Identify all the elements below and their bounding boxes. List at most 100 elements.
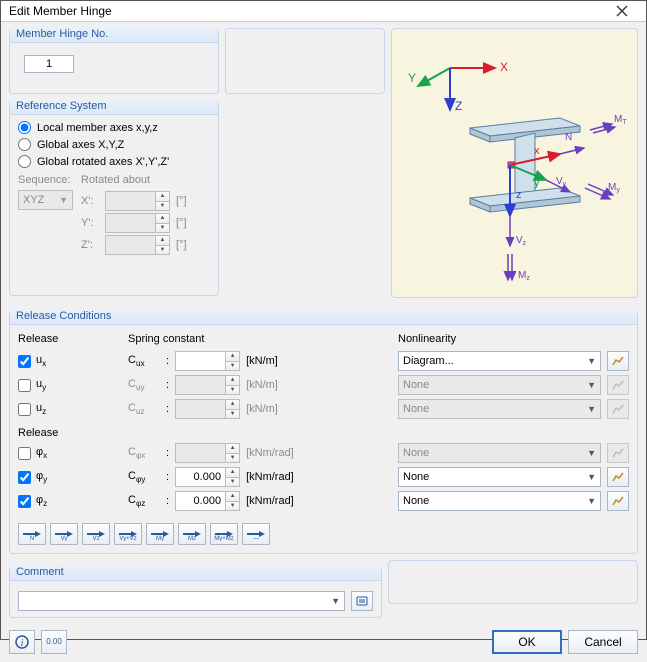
units-icon: 0.00 [46, 638, 62, 646]
template-button-2[interactable]: Vz [82, 523, 110, 545]
template-button-0[interactable]: N [18, 523, 46, 545]
svg-text:Vz: Vz [516, 235, 527, 247]
reference-system-legend: Reference System [10, 99, 218, 115]
graph-icon [612, 448, 624, 458]
hdr-spring: Spring constant [128, 333, 398, 345]
release-check-uz[interactable] [18, 403, 31, 416]
template-button-1[interactable]: Vy [50, 523, 78, 545]
spring-label-ux: Cux [128, 354, 160, 368]
release-check-phix[interactable] [18, 447, 31, 460]
help-button[interactable]: i [9, 630, 35, 654]
release-check-ux[interactable] [18, 355, 31, 368]
spring-unit-phiz: [kNm/rad] [246, 495, 294, 507]
release-label-uz: uz [36, 402, 46, 416]
svg-text:Mz: Mz [518, 270, 530, 282]
comment-input[interactable]: ▼ [18, 591, 345, 611]
rotated-angle-spinner: ▲▼ [105, 235, 170, 255]
template-button-6[interactable]: My+Mz [210, 523, 238, 545]
reference-system-group: Reference System Local member axes x,y,z… [9, 100, 219, 296]
release-check-uy[interactable] [18, 379, 31, 392]
spring-label-uy: Cuy [128, 378, 160, 392]
nonlinearity-edit-button-uz [607, 399, 629, 419]
rotated-unit: [°] [176, 217, 187, 229]
rotated-rows: X':▲▼[°]Y':▲▼[°]Z':▲▼[°] [81, 190, 187, 256]
rotated-row-0: X':▲▼[°] [81, 190, 187, 212]
rotated-unit: [°] [176, 239, 187, 251]
release-row-uz: uzCuz:▲▼[kN/m]None▼ [18, 397, 629, 421]
graph-icon [612, 356, 624, 366]
nonlinearity-select-uz: None▼ [398, 399, 601, 419]
description-box [225, 28, 385, 94]
svg-text:My: My [608, 182, 620, 194]
release-row-uy: uyCuy:▲▼[kN/m]None▼ [18, 373, 629, 397]
rotated-axis-label: Y': [81, 217, 99, 229]
comment-legend: Comment [10, 565, 381, 581]
ok-button[interactable]: OK [492, 630, 562, 654]
radio-rotated[interactable] [18, 155, 31, 168]
spring-spinner-phiz[interactable]: ▲▼ [175, 491, 240, 511]
release-label-ux: ux [36, 354, 46, 368]
spring-spinner-ux[interactable]: ▲▼ [175, 351, 240, 371]
hdr-nonlinearity: Nonlinearity [398, 333, 629, 345]
nonlinearity-select-uy: None▼ [398, 375, 601, 395]
release-conditions-header: Release Spring constant Nonlinearity [18, 333, 629, 345]
spring-spinner-phiy[interactable]: ▲▼ [175, 467, 240, 487]
hdr-release-2: Release [18, 427, 629, 439]
rotated-angle-spinner: ▲▼ [105, 213, 170, 233]
release-conditions-legend: Release Conditions [10, 309, 637, 325]
rotated-angle-spinner: ▲▼ [105, 191, 170, 211]
release-check-phiy[interactable] [18, 471, 31, 484]
template-icon: My+Mz [213, 527, 235, 541]
radio-local[interactable] [18, 121, 31, 134]
spring-label-phiy: Cφy [128, 470, 160, 484]
nonlinearity-select-phiy[interactable]: None▼ [398, 467, 601, 487]
nonlinearity-edit-button-phiy[interactable] [607, 467, 629, 487]
graph-icon [612, 380, 624, 390]
svg-text:—: — [253, 536, 259, 541]
template-button-7[interactable]: — [242, 523, 270, 545]
radio-global[interactable] [18, 138, 31, 151]
graph-icon [612, 496, 624, 506]
nonlinearity-select-phiz[interactable]: None▼ [398, 491, 601, 511]
release-conditions-group: Release Conditions Release Spring consta… [9, 310, 638, 554]
template-buttons-row: N Vy Vz Vy+Vz My Mz My+Mz — [18, 523, 629, 545]
comment-pick-icon [356, 595, 368, 607]
member-hinge-no-input[interactable] [24, 55, 74, 73]
comment-pick-button[interactable] [351, 591, 373, 611]
spring-spinner-phix: ▲▼ [175, 443, 240, 463]
template-button-4[interactable]: My [146, 523, 174, 545]
template-button-5[interactable]: Mz [178, 523, 206, 545]
content-area: Member Hinge No. Reference System Local … [1, 22, 646, 662]
template-button-3[interactable]: Vy+Vz [114, 523, 142, 545]
template-icon: Vz [85, 527, 107, 541]
release-label-uy: uy [36, 378, 46, 392]
window-title: Edit Member Hinge [9, 4, 112, 18]
svg-text:Vy+Vz: Vy+Vz [119, 536, 136, 541]
svg-text:Mz: Mz [188, 536, 196, 541]
template-icon: — [245, 527, 267, 541]
svg-text:N: N [30, 536, 34, 541]
svg-text:N: N [565, 132, 572, 143]
units-button[interactable]: 0.00 [41, 630, 67, 654]
comment-group: Comment ▼ [9, 566, 382, 618]
graph-icon [612, 472, 624, 482]
cancel-button[interactable]: Cancel [568, 630, 638, 654]
graph-icon [612, 404, 624, 414]
rotated-axis-label: X': [81, 195, 99, 207]
sequence-block: Sequence: XYZ ▼ Rotated about X':▲▼[°]Y'… [18, 174, 210, 256]
svg-text:My: My [156, 536, 164, 541]
sequence-select: XYZ ▼ [18, 190, 73, 210]
radio-global-label: Global axes X,Y,Z [37, 139, 124, 151]
close-button[interactable] [606, 1, 638, 21]
nonlinearity-edit-button-ux[interactable] [607, 351, 629, 371]
svg-text:z: z [516, 189, 522, 201]
nonlinearity-select-ux[interactable]: Diagram...▼ [398, 351, 601, 371]
template-icon: My [149, 527, 171, 541]
nonlinearity-edit-button-phiz[interactable] [607, 491, 629, 511]
rotated-row-1: Y': ▲▼ [°] [81, 212, 187, 234]
release-check-phiz[interactable] [18, 495, 31, 508]
spring-spinner-uz: ▲▼ [175, 399, 240, 419]
svg-text:Vz: Vz [92, 536, 99, 541]
spring-unit-phix: [kNm/rad] [246, 447, 294, 459]
svg-text:Y: Y [408, 71, 416, 85]
